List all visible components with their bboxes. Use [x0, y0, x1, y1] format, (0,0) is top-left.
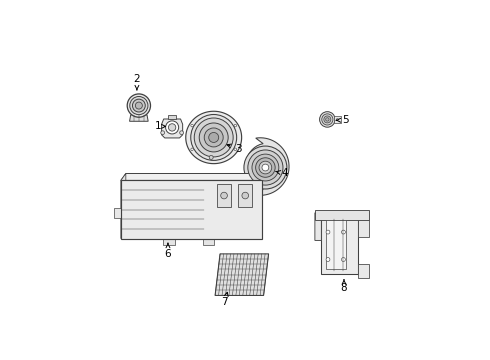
Circle shape — [248, 150, 283, 185]
Circle shape — [194, 118, 233, 157]
Circle shape — [127, 94, 150, 117]
Bar — [168, 115, 176, 119]
Circle shape — [342, 230, 345, 234]
Text: 2: 2 — [134, 74, 140, 90]
Circle shape — [130, 96, 148, 114]
Circle shape — [204, 128, 223, 147]
Circle shape — [209, 132, 219, 143]
Text: 8: 8 — [341, 280, 347, 293]
Bar — [217, 184, 231, 207]
Polygon shape — [245, 138, 289, 195]
Circle shape — [342, 257, 345, 261]
Bar — [203, 239, 214, 245]
Polygon shape — [121, 174, 126, 239]
Circle shape — [234, 148, 237, 150]
Circle shape — [209, 156, 213, 159]
Bar — [358, 220, 369, 237]
Bar — [321, 216, 358, 274]
Circle shape — [262, 164, 269, 171]
Circle shape — [326, 257, 330, 261]
Circle shape — [259, 161, 272, 174]
Circle shape — [244, 146, 287, 189]
Circle shape — [199, 123, 228, 152]
Polygon shape — [129, 115, 148, 121]
Polygon shape — [186, 111, 242, 164]
Text: 7: 7 — [221, 292, 228, 307]
Circle shape — [326, 118, 329, 121]
Bar — [326, 220, 346, 269]
Bar — [358, 264, 369, 278]
Circle shape — [220, 192, 227, 199]
Text: 1: 1 — [155, 121, 166, 131]
Circle shape — [166, 121, 179, 134]
Circle shape — [161, 131, 165, 135]
Circle shape — [242, 192, 248, 199]
Polygon shape — [315, 211, 369, 220]
Circle shape — [324, 116, 331, 123]
Circle shape — [169, 124, 176, 131]
Circle shape — [135, 102, 143, 109]
Circle shape — [256, 158, 275, 177]
Bar — [334, 116, 341, 122]
Polygon shape — [315, 213, 321, 240]
Circle shape — [326, 230, 330, 234]
Polygon shape — [121, 174, 267, 180]
Polygon shape — [162, 119, 183, 138]
Text: 5: 5 — [336, 115, 349, 125]
Circle shape — [322, 114, 333, 125]
Circle shape — [191, 114, 237, 161]
Circle shape — [180, 131, 183, 135]
Circle shape — [191, 124, 194, 127]
Bar — [238, 184, 252, 207]
Bar — [121, 180, 262, 239]
Circle shape — [319, 112, 335, 127]
Text: 3: 3 — [227, 144, 242, 153]
Circle shape — [337, 118, 339, 120]
Circle shape — [234, 124, 237, 127]
Circle shape — [252, 154, 279, 181]
Polygon shape — [114, 208, 121, 218]
Text: 6: 6 — [165, 243, 172, 259]
Circle shape — [132, 99, 145, 112]
Bar — [163, 239, 174, 245]
Polygon shape — [215, 254, 269, 296]
Circle shape — [191, 148, 194, 150]
Text: 4: 4 — [275, 168, 288, 179]
